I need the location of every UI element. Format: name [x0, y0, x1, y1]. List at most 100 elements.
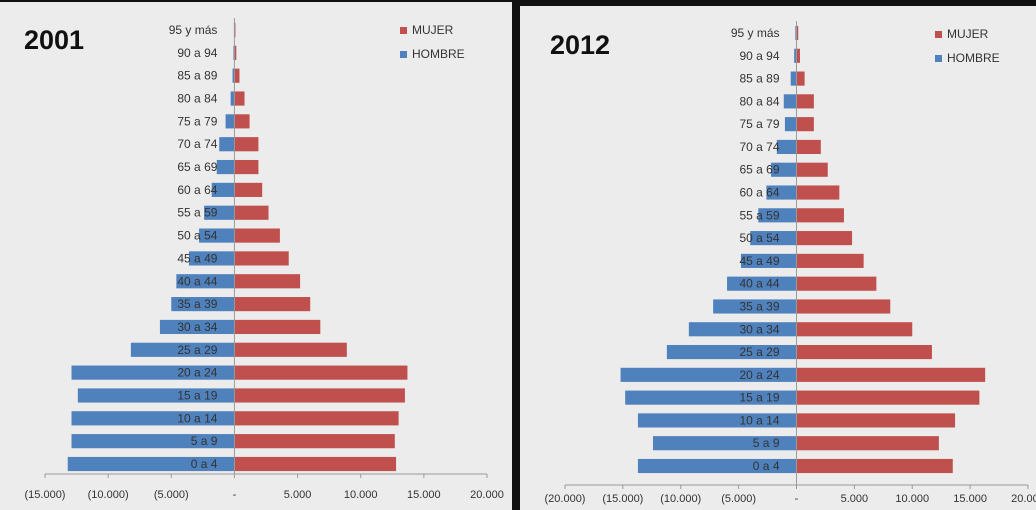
x-tick-label: (10.000): [88, 489, 129, 501]
bar-hombre: [637, 458, 797, 474]
category-label: 30 a 34: [177, 320, 217, 334]
bar-mujer: [234, 434, 395, 449]
bar-mujer: [796, 367, 986, 382]
bar-mujer: [234, 91, 245, 106]
category-label: 70 a 74: [177, 137, 217, 151]
x-tick-label: (5.000): [721, 493, 756, 505]
bar-mujer: [234, 114, 250, 129]
category-label: 85 a 89: [177, 69, 217, 83]
category-label: 65 a 69: [739, 163, 779, 177]
legend: MUJER HOMBRE: [400, 21, 465, 69]
bar-mujer: [234, 365, 408, 380]
x-tick-label: 5.000: [284, 489, 312, 501]
bar-hombre: [77, 388, 235, 403]
bar-mujer: [796, 71, 805, 86]
category-label: 0 a 4: [191, 457, 218, 471]
legend-label-mujer: MUJER: [412, 23, 454, 37]
bar-mujer: [796, 436, 939, 451]
category-label: 15 a 19: [739, 391, 779, 405]
bar-hombre: [71, 434, 235, 449]
bar-mujer: [796, 231, 853, 246]
bar-mujer: [796, 390, 980, 405]
bar-mujer: [796, 48, 800, 63]
category-label: 90 a 94: [739, 49, 779, 63]
x-tick-label: (15.000): [602, 493, 643, 505]
x-tick-label: 15.000: [953, 493, 987, 505]
bar-hombre: [620, 367, 797, 382]
bar-hombre: [71, 411, 235, 426]
bar-hombre: [790, 71, 797, 86]
bar-hombre: [776, 139, 797, 155]
bar-mujer: [234, 68, 240, 83]
category-label: 45 a 49: [177, 251, 217, 265]
bar-hombre: [637, 413, 797, 428]
category-label: 0 a 4: [753, 459, 780, 473]
category-label: 30 a 34: [739, 322, 779, 336]
bar-mujer: [234, 411, 399, 426]
legend-label-hombre: HOMBRE: [412, 47, 465, 61]
legend-swatch-mujer: [935, 30, 942, 38]
bar-mujer: [796, 185, 840, 200]
bar-hombre: [159, 319, 235, 335]
x-tick-label: (10.000): [660, 493, 701, 505]
category-label: 60 a 64: [177, 183, 217, 197]
bar-mujer: [796, 94, 814, 109]
category-label: 35 a 39: [739, 299, 779, 313]
pyramid-panel-2012: 2012 MUJER HOMBRE 0 a 4 5 a 9 10 a 14 15 a …: [520, 6, 1036, 510]
legend-label-mujer: MUJER: [947, 27, 989, 41]
bar-hombre: [71, 365, 235, 380]
bar-hombre: [67, 456, 235, 472]
bar-mujer: [796, 162, 828, 177]
bar-hombre: [666, 344, 797, 360]
bar-mujer: [234, 182, 263, 197]
legend-item-hombre: HOMBRE: [400, 45, 465, 63]
bar-mujer: [234, 45, 237, 60]
bar-hombre: [199, 228, 235, 243]
category-label: 5 a 9: [753, 436, 780, 450]
x-tick-label: (15.000): [25, 489, 66, 501]
x-tick-label: 10.000: [895, 493, 929, 505]
bar-hombre: [713, 299, 797, 314]
bar-hombre: [130, 342, 235, 357]
category-label: 75 a 79: [177, 114, 217, 128]
x-tick-label: 15.000: [407, 489, 441, 501]
bar-mujer: [234, 205, 269, 220]
category-label: 75 a 79: [739, 117, 779, 131]
bar-mujer: [796, 276, 877, 291]
category-label: 80 a 84: [739, 94, 779, 108]
bar-mujer: [796, 458, 953, 474]
category-label: 35 a 39: [177, 297, 217, 311]
bar-mujer: [796, 299, 891, 314]
x-tick-label: 20.000: [1011, 493, 1036, 505]
category-label: 10 a 14: [177, 411, 217, 425]
chart-title: 2001: [24, 25, 85, 55]
legend-swatch-hombre: [935, 54, 942, 62]
category-label: 65 a 69: [177, 160, 217, 174]
bar-hombre: [795, 25, 797, 41]
x-tick-label: -: [795, 493, 799, 505]
legend-item-mujer: MUJER: [935, 25, 1000, 43]
category-label: 95 y más: [169, 23, 218, 37]
bar-mujer: [234, 137, 259, 152]
category-label: 20 a 24: [177, 366, 217, 380]
category-label: 55 a 59: [739, 208, 779, 222]
bar-hombre: [211, 182, 235, 197]
bar-mujer: [796, 413, 956, 428]
bar-hombre: [225, 114, 235, 129]
bar-hombre: [652, 436, 797, 451]
category-label: 25 a 29: [177, 343, 217, 357]
bar-mujer: [796, 117, 814, 132]
bar-mujer: [796, 253, 864, 268]
category-label: 50 a 54: [177, 229, 217, 243]
legend-item-mujer: MUJER: [400, 21, 465, 39]
legend-label-hombre: HOMBRE: [947, 51, 1000, 65]
pyramid-chart-svg: 0 a 4 5 a 9 10 a 14 15 a 19 20 a 24 25 a 29 30…: [545, 21, 1036, 505]
x-tick-label: 10.000: [344, 489, 378, 501]
category-label: 60 a 64: [739, 186, 779, 200]
x-tick-label: 20.000: [470, 489, 504, 501]
bar-hombre: [230, 91, 235, 106]
bar-hombre: [232, 68, 235, 83]
bar-mujer: [234, 228, 280, 243]
bar-hombre: [771, 162, 797, 177]
bar-mujer: [796, 139, 821, 155]
